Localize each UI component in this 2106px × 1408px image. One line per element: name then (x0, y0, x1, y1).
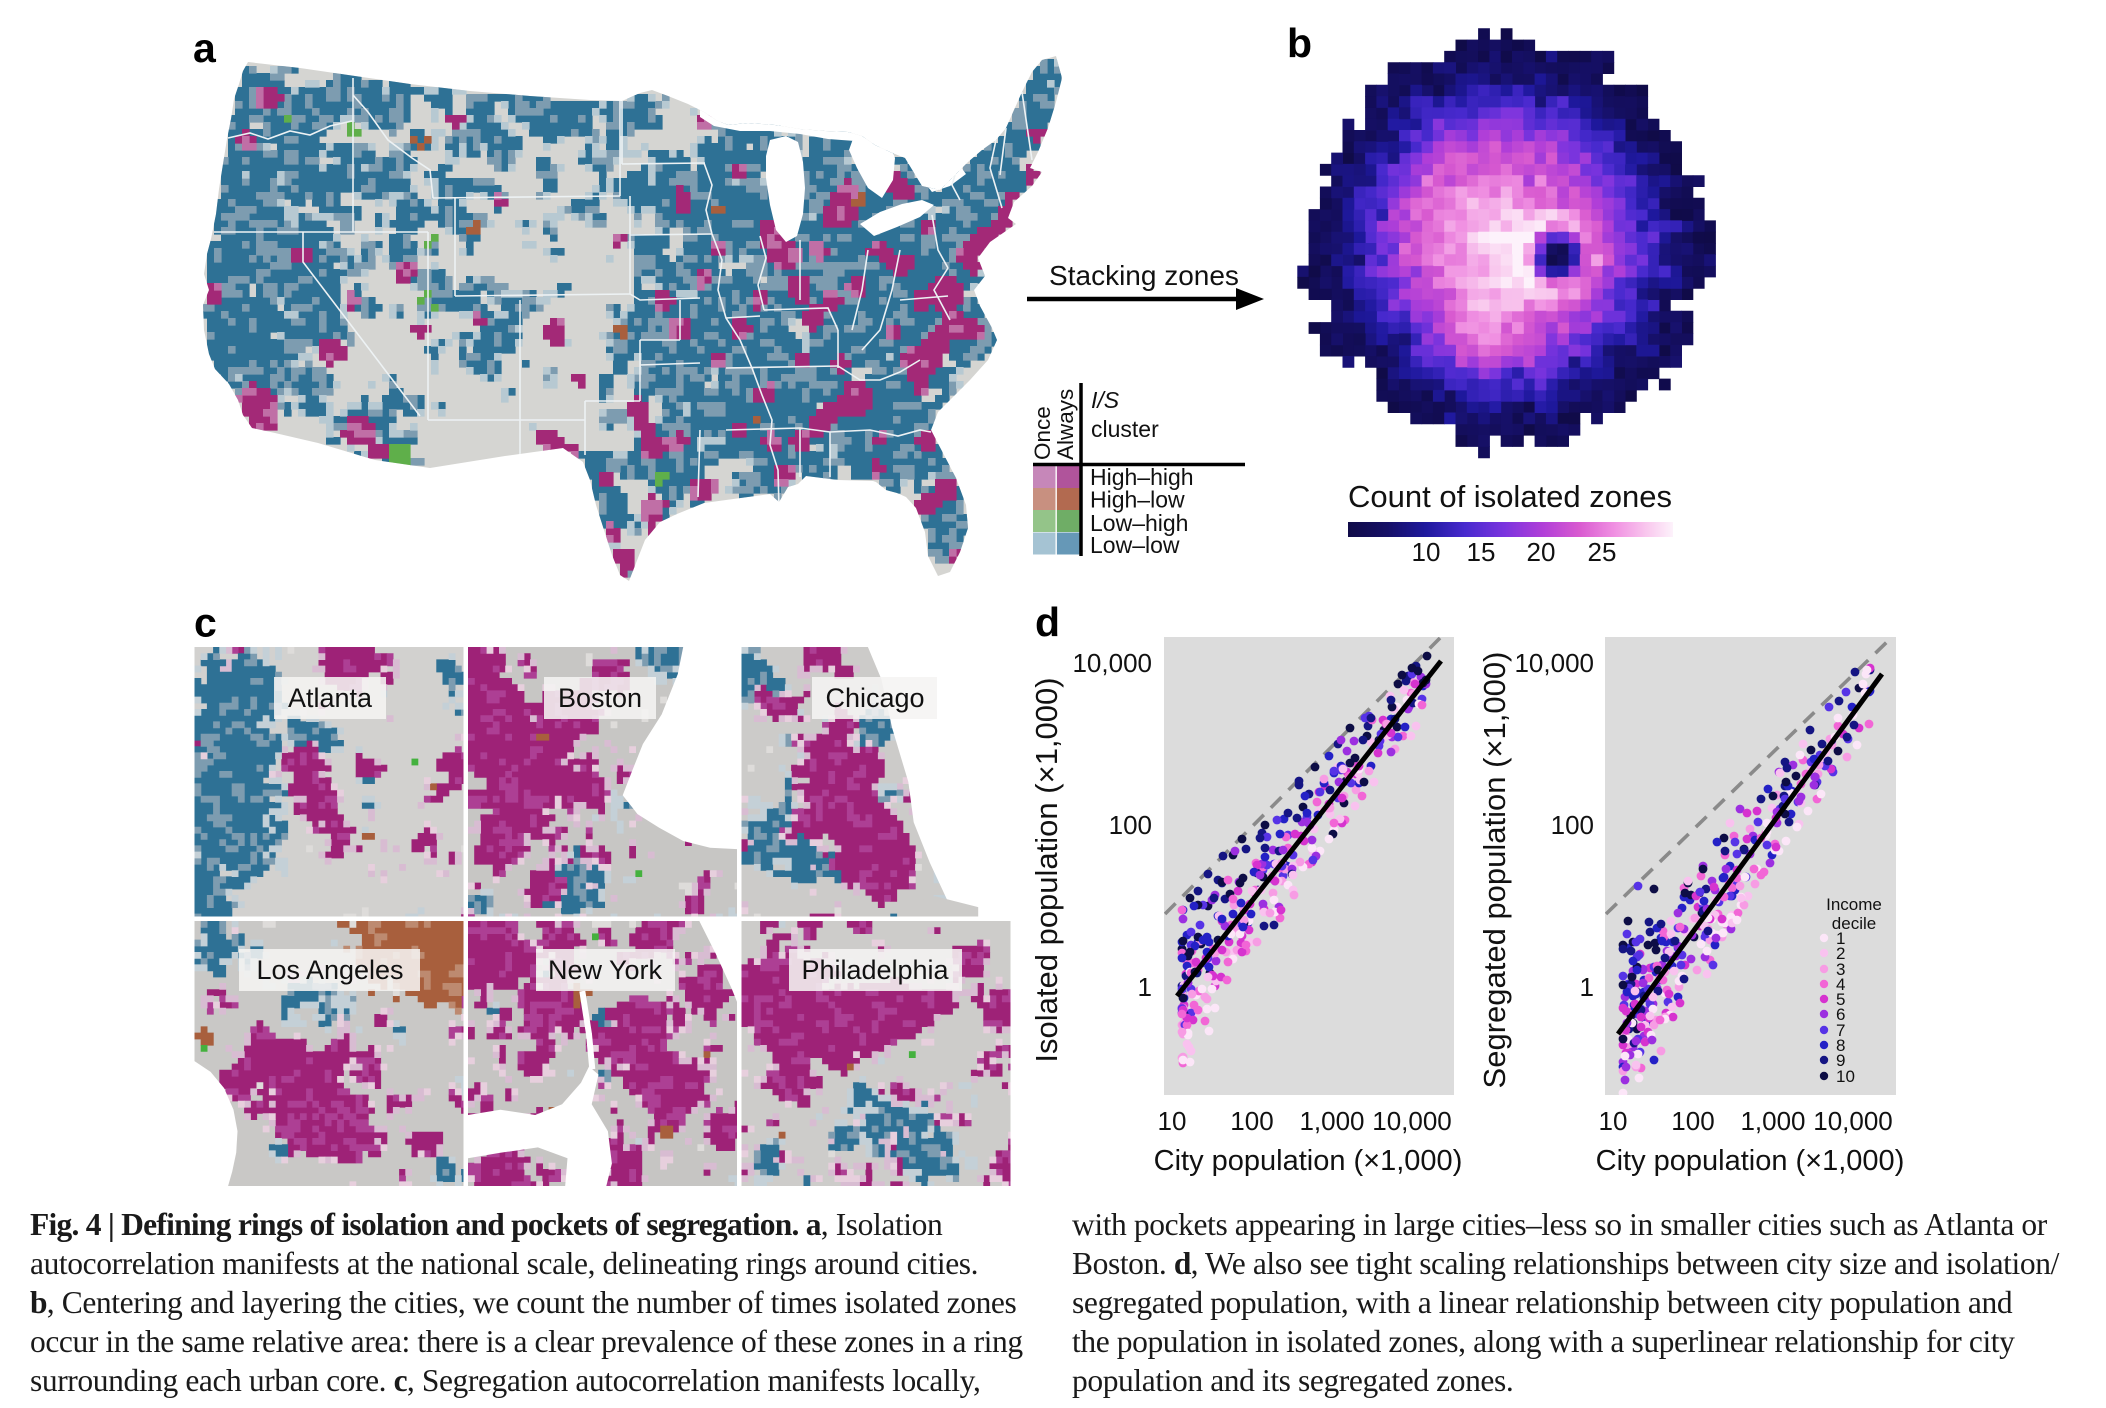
svg-text:5: 5 (1836, 990, 1845, 1009)
svg-text:City population (×1,000): City population (×1,000) (1154, 1145, 1463, 1177)
svg-text:2: 2 (1836, 944, 1845, 963)
svg-text:High–high: High–high (1090, 464, 1194, 490)
svg-text:City population (×1,000): City population (×1,000) (1596, 1145, 1905, 1177)
svg-text:100: 100 (1551, 810, 1594, 840)
svg-text:7: 7 (1836, 1021, 1845, 1040)
svg-text:10: 10 (1158, 1106, 1187, 1136)
svg-text:9: 9 (1836, 1051, 1845, 1070)
svg-text:100: 100 (1109, 810, 1152, 840)
svg-text:10: 10 (1836, 1067, 1855, 1086)
svg-text:15: 15 (1467, 537, 1496, 567)
svg-text:High–low: High–low (1090, 487, 1185, 513)
svg-text:cluster: cluster (1091, 416, 1159, 442)
svg-text:New York: New York (548, 955, 663, 985)
svg-text:Boston: Boston (558, 683, 642, 713)
svg-text:Count of isolated zones: Count of isolated zones (1348, 479, 1672, 514)
svg-text:Isolated population (×1,000): Isolated population (×1,000) (1029, 677, 1064, 1062)
svg-text:10,000: 10,000 (1072, 648, 1152, 678)
svg-text:a: a (193, 25, 217, 71)
svg-text:8: 8 (1836, 1036, 1845, 1055)
svg-text:1: 1 (1836, 929, 1845, 948)
svg-text:Always: Always (1053, 389, 1078, 460)
svg-text:10: 10 (1599, 1106, 1628, 1136)
svg-text:10: 10 (1412, 537, 1441, 567)
svg-text:Low–low: Low–low (1090, 532, 1180, 558)
svg-text:10,000: 10,000 (1514, 648, 1594, 678)
svg-text:1,000: 1,000 (1740, 1106, 1805, 1136)
svg-text:6: 6 (1836, 1005, 1845, 1024)
svg-text:10,000: 10,000 (1372, 1106, 1452, 1136)
svg-text:d: d (1035, 599, 1060, 645)
svg-text:Once: Once (1030, 406, 1055, 460)
svg-text:Los Angeles: Los Angeles (256, 955, 403, 985)
svg-text:10,000: 10,000 (1813, 1106, 1893, 1136)
svg-text:1: 1 (1138, 972, 1152, 1002)
svg-text:25: 25 (1588, 537, 1617, 567)
svg-text:Income: Income (1826, 895, 1882, 914)
svg-text:decile: decile (1832, 914, 1876, 933)
svg-text:100: 100 (1671, 1106, 1714, 1136)
svg-text:I/S: I/S (1091, 387, 1120, 413)
svg-text:Atlanta: Atlanta (288, 683, 373, 713)
svg-text:100: 100 (1230, 1106, 1273, 1136)
svg-text:20: 20 (1527, 537, 1556, 567)
svg-text:Philadelphia: Philadelphia (801, 955, 949, 985)
svg-text:Stacking zones: Stacking zones (1049, 260, 1239, 291)
svg-text:c: c (194, 600, 217, 646)
svg-text:4: 4 (1836, 975, 1845, 994)
svg-text:1,000: 1,000 (1299, 1106, 1364, 1136)
svg-text:Segregated population (×1,000): Segregated population (×1,000) (1477, 652, 1512, 1089)
svg-text:1: 1 (1580, 972, 1594, 1002)
svg-text:Chicago: Chicago (825, 683, 924, 713)
svg-text:b: b (1287, 20, 1312, 66)
svg-text:Low–high: Low–high (1090, 510, 1188, 536)
svg-text:3: 3 (1836, 960, 1845, 979)
